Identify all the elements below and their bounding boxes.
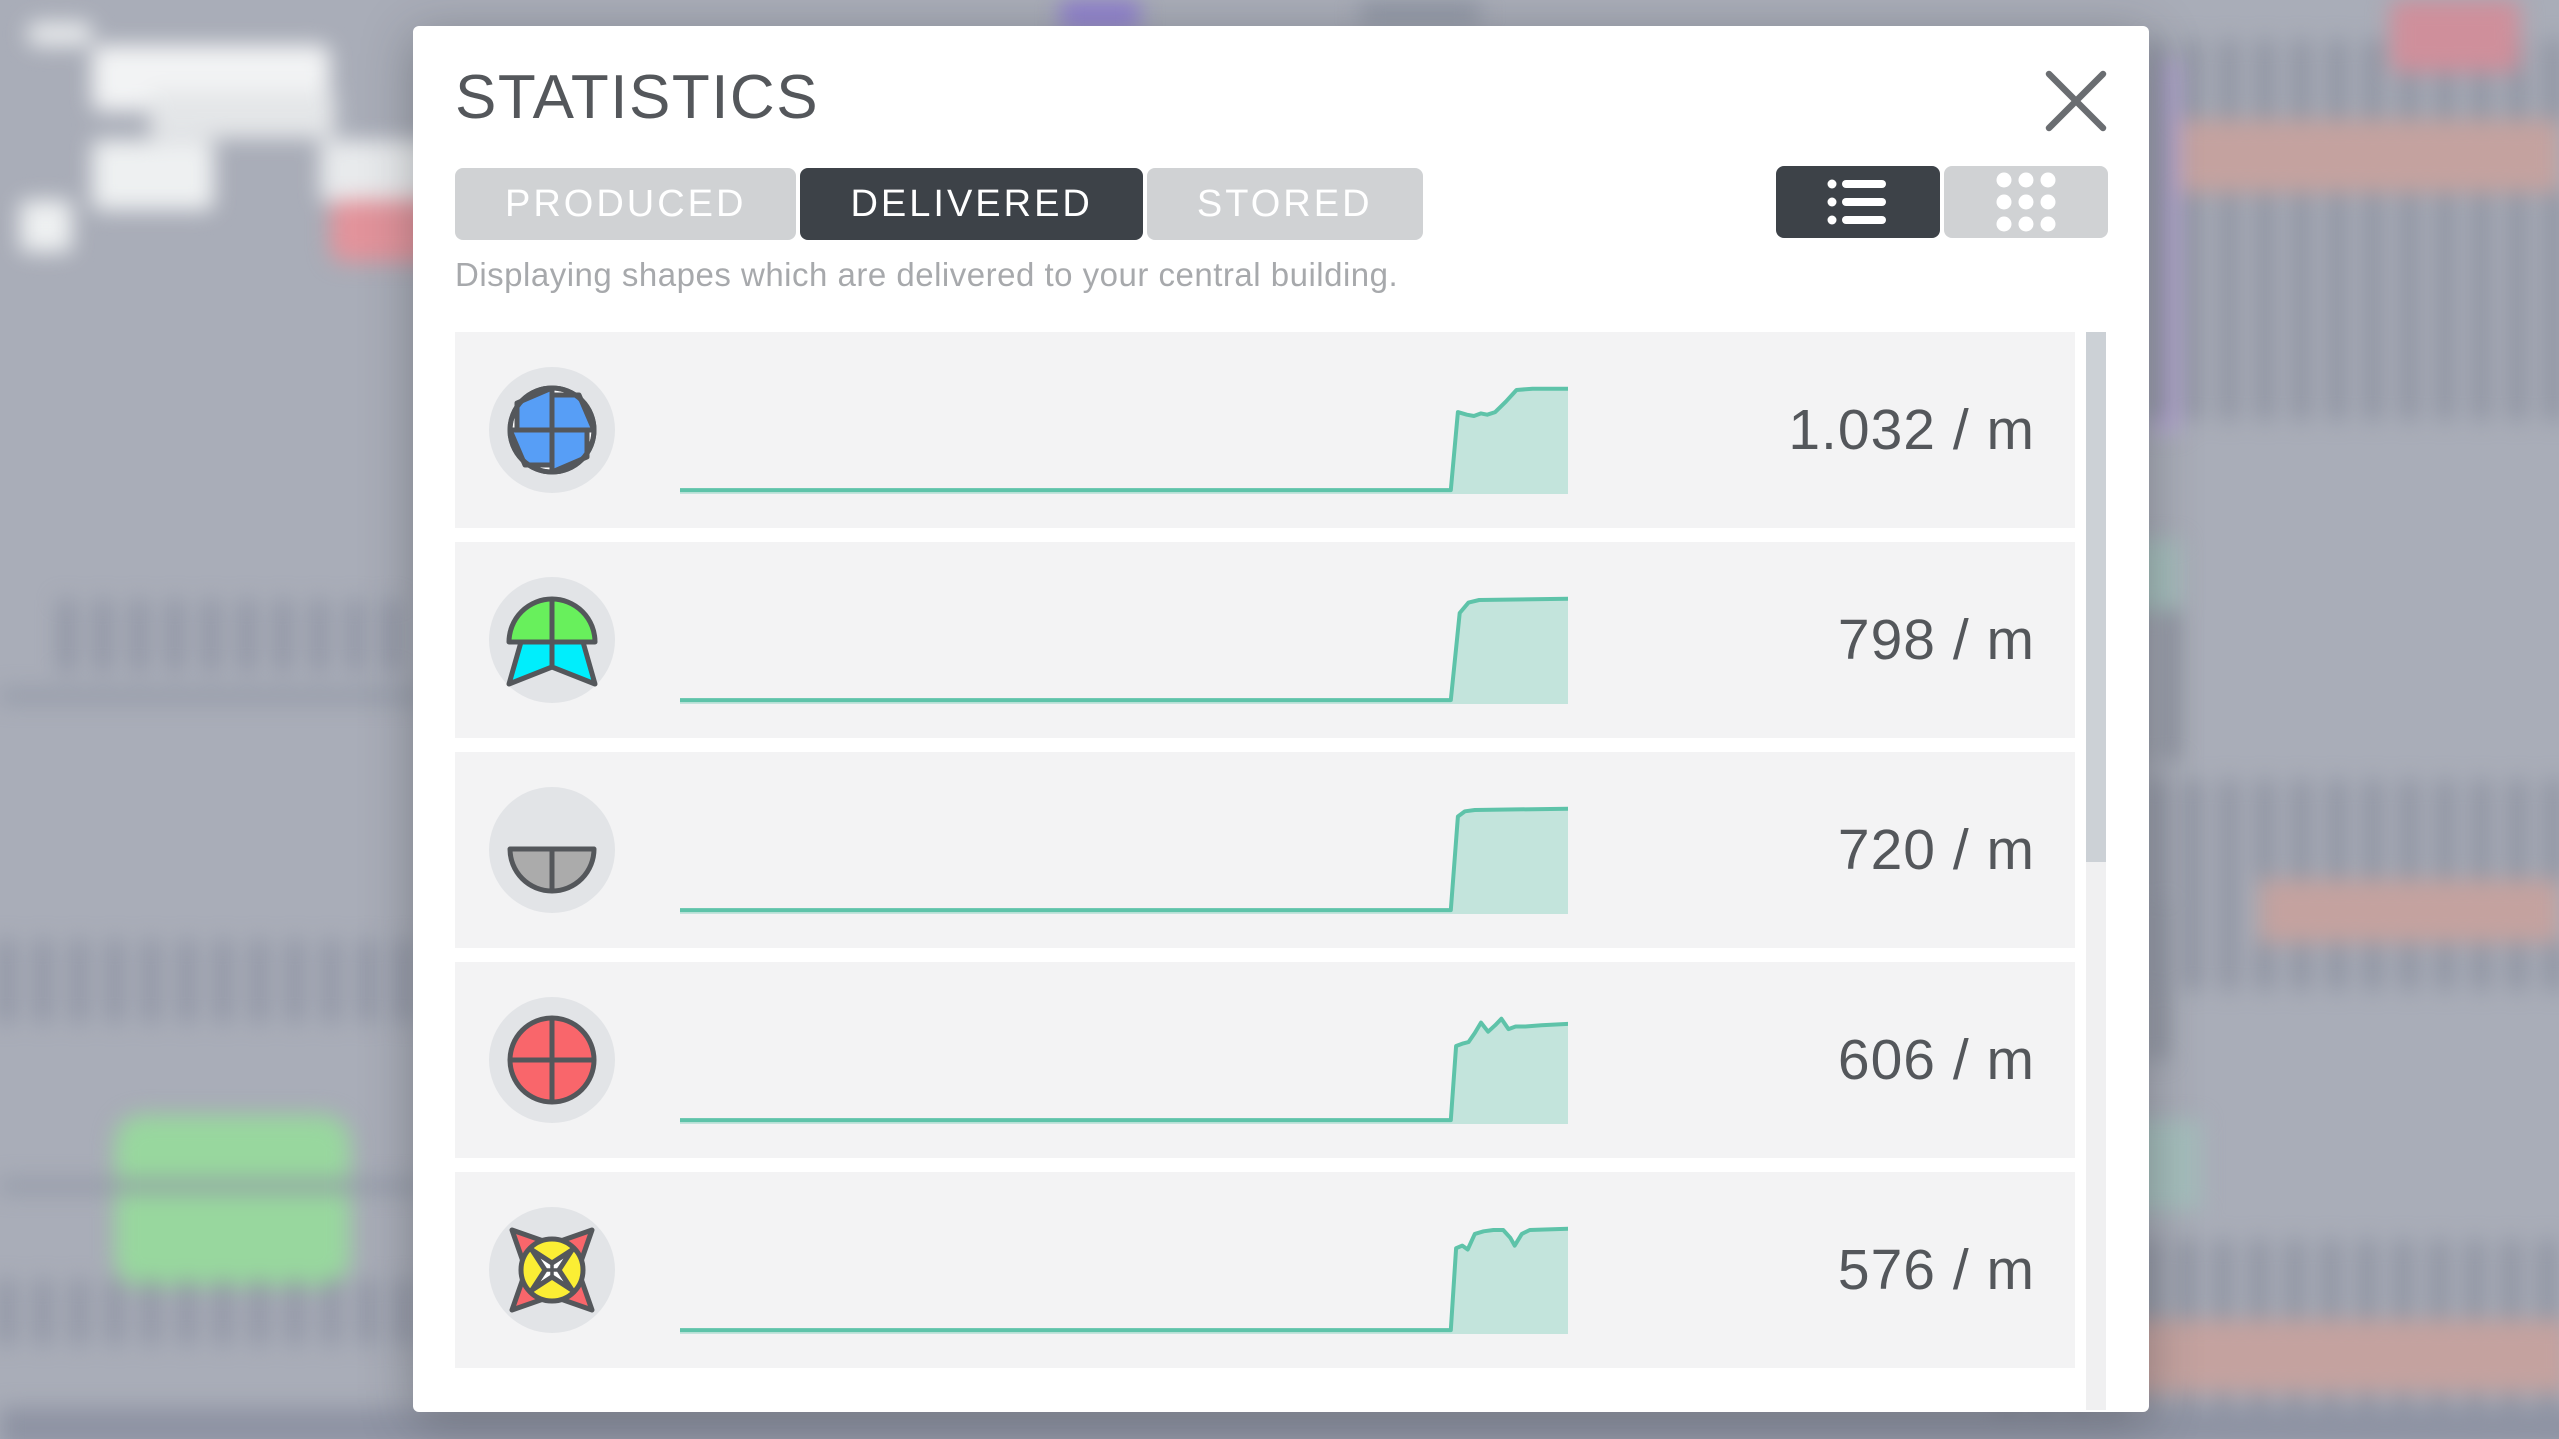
bg-shape xyxy=(0,1280,460,1344)
shape-stat-row: 576 / m xyxy=(455,1172,2075,1368)
bg-shape xyxy=(2100,1320,2559,1392)
bg-shape xyxy=(0,1408,2559,1439)
delivery-rate-value: 1.032 / m xyxy=(1788,398,2035,462)
list-icon xyxy=(1827,179,1886,225)
grid-icon xyxy=(1996,172,2056,232)
delivery-rate-value: 606 / m xyxy=(1837,1028,2035,1092)
list-view-button[interactable] xyxy=(1776,166,1940,238)
shape-stats-list: 1.032 / m 798 / m 720 / m xyxy=(455,332,2075,1382)
shape-stat-row: 606 / m xyxy=(455,962,2075,1158)
bg-shape xyxy=(2180,120,2559,192)
close-button[interactable] xyxy=(2043,68,2109,134)
scrollbar-track[interactable] xyxy=(2086,332,2106,1410)
shape-stat-row: 798 / m xyxy=(455,542,2075,738)
bg-shape xyxy=(92,140,214,210)
bg-shape xyxy=(0,940,420,1022)
delivery-rate-value: 798 / m xyxy=(1837,608,2035,672)
shape-stat-row: 720 / m xyxy=(455,752,2075,948)
shape-star-red-circle-yellow-windmill-white-icon xyxy=(489,1207,615,1333)
close-icon xyxy=(2045,70,2107,132)
delivery-rate-value: 576 / m xyxy=(1837,1238,2035,1302)
shape-half-circle-green-star-cyan-icon xyxy=(489,577,615,703)
bg-shape xyxy=(1360,0,1480,26)
rate-sparkline xyxy=(680,1202,1568,1334)
rate-sparkline xyxy=(680,572,1568,704)
bg-shape xyxy=(0,1180,420,1192)
bg-shape xyxy=(115,1115,350,1287)
tab-stored[interactable]: STORED xyxy=(1146,168,1423,240)
grid-view-button[interactable] xyxy=(1944,166,2108,238)
dialog-subtitle: Displaying shapes which are delivered to… xyxy=(455,256,1399,293)
rate-sparkline xyxy=(680,782,1568,914)
bg-shape xyxy=(20,200,72,252)
dialog-title: STATISTICS xyxy=(455,63,820,132)
shape-windmill-blue-icon xyxy=(489,367,615,493)
shape-circle-red-icon xyxy=(489,997,615,1123)
delivery-rate-value: 720 / m xyxy=(1837,818,2035,882)
rate-sparkline xyxy=(680,992,1568,1124)
bg-shape xyxy=(2260,880,2559,942)
bg-shape xyxy=(2150,40,2559,420)
statistics-dialog: STATISTICS PRODUCED DELIVERED STORED xyxy=(413,26,2149,1412)
bg-shape xyxy=(0,690,420,702)
bg-shape xyxy=(60,600,420,672)
tab-delivered[interactable]: DELIVERED xyxy=(800,168,1143,240)
view-mode-toggle xyxy=(1776,166,2108,238)
shape-half-circle-gray-icon xyxy=(489,787,615,913)
bg-shape xyxy=(150,92,335,138)
shape-stat-row: 1.032 / m xyxy=(455,332,2075,528)
bg-shape xyxy=(1060,0,1140,30)
bg-shape xyxy=(28,22,92,46)
stats-tabs: PRODUCED DELIVERED STORED xyxy=(455,168,1423,240)
scrollbar-thumb[interactable] xyxy=(2086,332,2106,862)
bg-shape xyxy=(2390,0,2520,72)
rate-sparkline xyxy=(680,362,1568,494)
tab-produced[interactable]: PRODUCED xyxy=(455,168,797,240)
